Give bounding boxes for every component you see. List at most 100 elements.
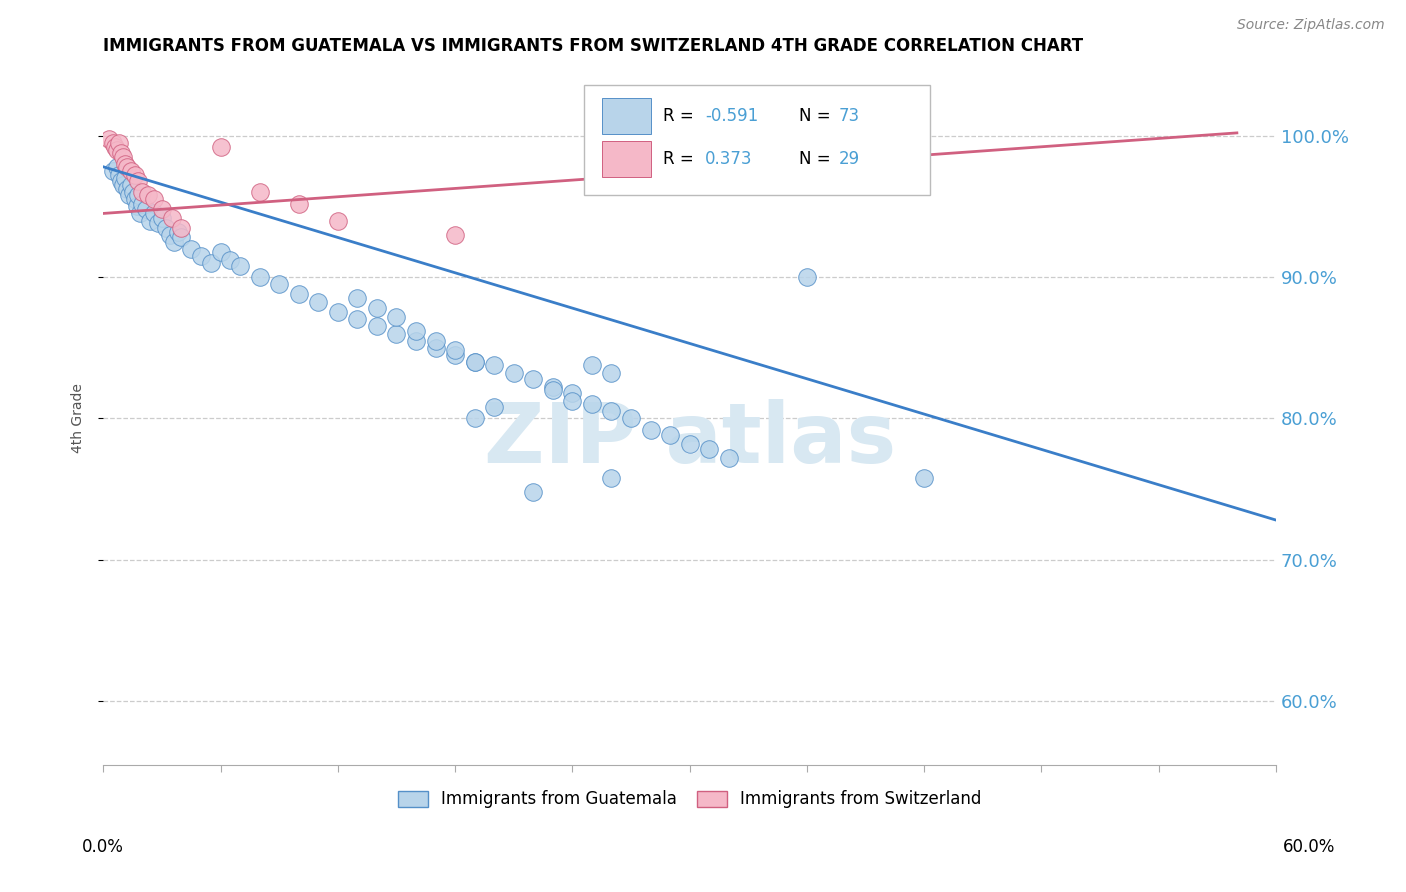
Point [326,213,349,227]
Point [287,196,309,211]
Point [131,196,153,211]
Point [170,230,193,244]
Point [444,348,467,362]
Text: IMMIGRANTS FROM GUATEMALA VS IMMIGRANTS FROM SWITZERLAND 4TH GRADE CORRELATION C: IMMIGRANTS FROM GUATEMALA VS IMMIGRANTS … [103,37,1084,55]
Point [620,411,643,425]
Point [108,136,131,150]
Point [464,411,486,425]
FancyBboxPatch shape [602,141,651,178]
Point [170,220,193,235]
Point [120,164,142,178]
Point [405,334,427,348]
Point [127,174,149,188]
Point [522,484,544,499]
Text: N =: N = [799,107,835,125]
Text: 0.373: 0.373 [704,151,752,169]
Point [150,211,173,225]
Point [756,131,779,145]
Text: R =: R = [662,151,699,169]
Point [697,442,720,457]
Point [541,380,564,394]
Point [111,150,134,164]
Point [155,220,177,235]
Point [209,244,232,259]
Point [150,202,173,217]
Point [104,140,127,154]
Point [115,160,138,174]
Point [600,471,623,485]
Point [114,171,136,186]
Point [160,211,183,225]
Point [101,136,124,150]
Text: N =: N = [799,151,835,169]
Point [219,253,242,268]
Point [678,436,700,450]
Y-axis label: 4th Grade: 4th Grade [72,384,86,453]
Point [287,287,309,301]
Point [600,404,623,418]
Point [444,343,467,358]
Point [385,326,408,341]
Point [163,235,186,249]
Point [776,131,799,145]
Point [405,324,427,338]
Point [522,372,544,386]
Point [105,160,128,174]
Point [912,471,935,485]
Point [125,199,148,213]
Legend: Immigrants from Guatemala, Immigrants from Switzerland: Immigrants from Guatemala, Immigrants fr… [391,784,988,815]
Point [131,186,153,200]
Point [482,358,505,372]
Point [717,450,740,465]
Point [124,169,146,183]
Point [425,341,447,355]
Point [135,202,157,217]
Point [561,385,583,400]
Point [326,305,349,319]
Point [139,213,162,227]
Point [229,259,252,273]
Point [110,145,132,160]
Point [143,192,166,206]
Point [464,355,486,369]
Point [108,169,131,183]
Point [561,394,583,409]
Point [120,178,142,193]
Point [815,136,838,150]
Point [366,319,388,334]
Point [105,143,128,157]
Point [101,164,124,178]
Point [600,366,623,380]
Point [346,291,368,305]
Text: 60.0%: 60.0% [1284,838,1336,855]
Text: R =: R = [662,107,699,125]
Point [209,140,232,154]
Point [159,227,181,242]
Point [129,206,152,220]
Text: 73: 73 [838,107,859,125]
FancyBboxPatch shape [583,86,929,194]
Text: 0.0%: 0.0% [82,838,124,855]
Point [136,188,159,202]
Point [835,137,858,152]
Point [366,301,388,315]
Point [482,400,505,414]
Point [502,366,524,380]
Point [581,358,603,372]
Point [200,256,222,270]
Point [307,295,329,310]
Point [464,355,486,369]
Point [115,182,138,196]
Point [541,383,564,397]
Point [166,225,188,239]
Point [114,157,136,171]
FancyBboxPatch shape [602,98,651,134]
Point [146,216,169,230]
Point [269,277,291,291]
Point [143,206,166,220]
Point [124,192,146,206]
Point [346,312,368,326]
Text: ZIP atlas: ZIP atlas [484,399,896,480]
Point [796,270,818,285]
Point [855,140,877,154]
